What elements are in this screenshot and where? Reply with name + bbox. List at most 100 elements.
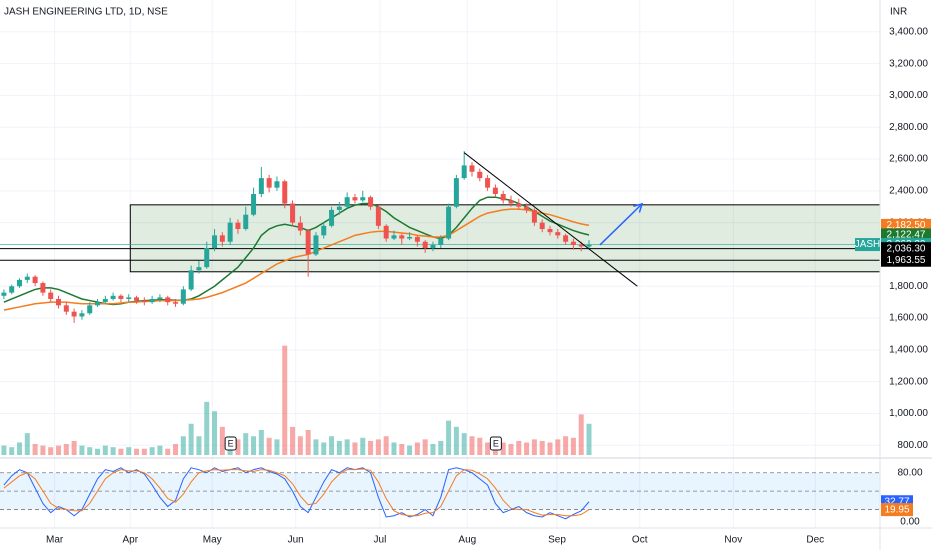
candle-body	[17, 279, 23, 287]
volume-bar	[555, 439, 561, 455]
candle-body	[188, 270, 194, 290]
y-tick-label: 2,800.00	[889, 122, 928, 133]
candle-body	[79, 313, 85, 317]
candle-body	[282, 181, 288, 204]
volume-bar	[570, 437, 576, 455]
candle-body	[469, 165, 475, 172]
candle-body	[95, 302, 101, 306]
candle-body	[461, 165, 467, 179]
candle-body	[274, 181, 280, 188]
volume-bar	[110, 447, 116, 455]
volume-bar	[9, 447, 15, 455]
candle-body	[352, 197, 358, 201]
volume-bar	[438, 440, 444, 455]
x-tick-label: Aug	[458, 535, 476, 546]
volume-bar	[578, 414, 584, 455]
volume-bar	[352, 442, 358, 455]
trendline	[463, 152, 638, 287]
candle-body	[570, 241, 576, 245]
y-tick-label: 2,600.00	[889, 154, 928, 165]
volume-bar	[305, 430, 311, 455]
price-label: 2,036.30	[887, 243, 926, 254]
earnings-label: E	[228, 438, 234, 448]
volume-bar	[87, 447, 93, 455]
y-tick-label: 1,200.00	[889, 376, 928, 387]
candle-body	[71, 311, 77, 317]
volume-bar	[430, 444, 436, 455]
symbol-label: JASH	[855, 239, 881, 250]
candle-body	[321, 225, 327, 236]
volume-bar	[329, 436, 335, 455]
candle-body	[126, 297, 132, 299]
volume-bar	[531, 439, 537, 455]
volume-bar	[40, 445, 46, 455]
candle-body	[102, 298, 108, 303]
volume-bar	[524, 442, 530, 455]
volume-bar	[297, 436, 303, 455]
volume-bar	[383, 436, 389, 455]
candle-body	[24, 276, 30, 280]
candle-body	[1, 292, 7, 296]
candle-body	[586, 244, 592, 247]
volume-bar	[204, 401, 210, 455]
price-label: 1,963.55	[887, 255, 926, 266]
volume-bar	[290, 426, 296, 455]
candle-body	[149, 298, 155, 303]
volume-bar	[586, 423, 592, 455]
volume-bar	[508, 444, 514, 455]
candle-body	[375, 206, 381, 226]
volume-bar	[313, 439, 319, 455]
volume-bar	[547, 442, 553, 455]
candle-body	[212, 235, 218, 249]
candle-body	[219, 235, 225, 242]
candle-body	[196, 267, 202, 271]
volume-bar	[188, 423, 194, 455]
volume-bar	[414, 442, 420, 455]
x-tick-label: Nov	[724, 535, 742, 546]
candle-body	[165, 297, 171, 303]
candle-body	[492, 187, 498, 195]
volume-bar	[453, 426, 459, 455]
volume-bar	[321, 442, 327, 455]
moving-average	[3, 208, 590, 311]
candle-body	[9, 286, 15, 293]
candle-body	[141, 300, 147, 303]
currency-label: INR	[890, 7, 907, 18]
candle-body	[368, 197, 374, 207]
stoch-value-label: 32.77	[884, 496, 909, 507]
volume-bar	[56, 445, 62, 455]
candle-body	[438, 238, 444, 245]
x-tick-label: Dec	[806, 535, 824, 546]
volume-bar	[422, 439, 428, 455]
y-tick-label: 800.00	[897, 440, 928, 451]
volume-bar	[251, 436, 257, 455]
volume-bar	[141, 448, 147, 455]
candle-body	[422, 241, 428, 249]
volume-bar	[461, 433, 467, 455]
volume-bar	[180, 436, 186, 455]
stoch-line	[3, 468, 590, 517]
stoch-band	[0, 472, 880, 510]
price-label: 2,122.47	[887, 230, 926, 241]
candle-body	[290, 203, 296, 223]
moving-average	[3, 196, 590, 306]
volume-bar	[274, 439, 280, 455]
candle-body	[258, 178, 264, 195]
volume-bar	[477, 437, 483, 455]
x-tick-label: Jun	[288, 535, 304, 546]
volume-bar	[500, 442, 506, 455]
volume-bar	[24, 433, 30, 455]
arrow	[599, 203, 643, 246]
earnings-label: E	[493, 438, 499, 448]
volume-bar	[368, 440, 374, 455]
candle-body	[157, 297, 163, 299]
candle-body	[547, 229, 553, 233]
volume-bar	[485, 442, 491, 455]
x-tick-label: May	[203, 535, 222, 546]
volume-bar	[48, 447, 54, 455]
candle-body	[110, 295, 116, 299]
candle-body	[297, 222, 303, 231]
price-label: 2,182.50	[887, 220, 926, 231]
